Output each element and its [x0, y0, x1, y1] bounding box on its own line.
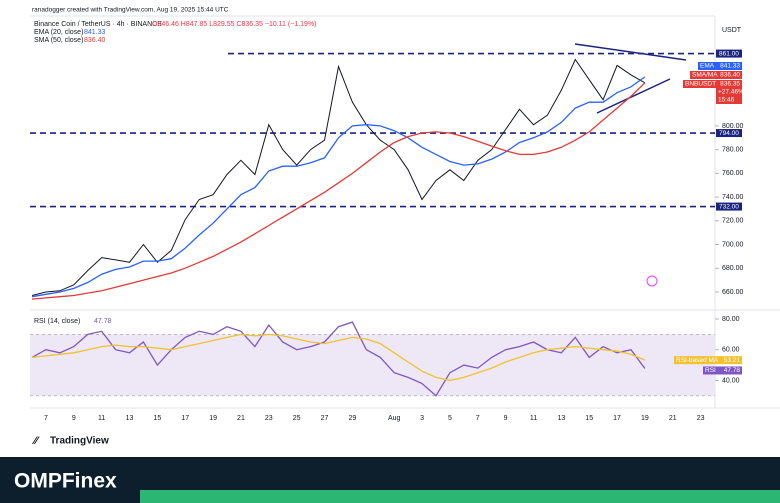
x-tick-label: 11: [98, 415, 105, 422]
x-tick-label: 23: [697, 415, 705, 422]
x-tick-label: 5: [448, 415, 452, 422]
y-tick-label: 760.00: [722, 170, 744, 177]
x-tick-label: 25: [293, 415, 301, 422]
level-tag-label: 732.00: [719, 203, 739, 210]
x-tick-label: 3: [420, 415, 424, 422]
x-tick-label: 17: [181, 415, 189, 422]
tv-logo-mark: ⁄⁄: [31, 435, 40, 447]
x-tick-label: 13: [557, 415, 565, 422]
level-tag: [716, 202, 742, 211]
banner-logo: OMPFinex: [14, 470, 117, 493]
price-tag-label: RSI-based MA: [676, 357, 719, 364]
trendline: [596, 78, 671, 114]
event-icon: [646, 275, 658, 287]
price-tag: [690, 71, 742, 79]
x-tick-label: 19: [641, 415, 649, 422]
y-tick-label: 740.00: [722, 194, 744, 201]
x-tick-label: 13: [126, 415, 134, 422]
legend-name: SMA (50, close): [34, 37, 83, 44]
x-tick-label: 29: [348, 415, 356, 422]
x-tick-label: 15: [153, 415, 161, 422]
x-tick-label: 9: [504, 415, 508, 422]
trendline: [574, 43, 687, 61]
price-tag: [683, 80, 742, 88]
x-tick-label: 11: [530, 415, 537, 422]
price-tag-label: SMA/MA: [692, 72, 718, 79]
rsi-band: [30, 334, 715, 396]
y-tick-label: 80.00: [722, 316, 740, 323]
legend-ohlc: O846.46 H847.85 L829.55 C836.35 −10.11 (…: [152, 21, 317, 28]
y-tick-label: 40.00: [722, 377, 740, 384]
price-tag-value: 47.78: [724, 367, 741, 374]
legend-value: 47.78: [94, 318, 112, 325]
y-tick-label: 700.00: [722, 241, 744, 248]
x-tick-label: 7: [44, 415, 48, 422]
x-tick-label: 27: [321, 415, 329, 422]
price-tag: [674, 356, 742, 365]
x-tick-label: 7: [476, 415, 480, 422]
legend-value: 836.40: [84, 37, 106, 44]
price-tag: [716, 88, 742, 96]
x-tick-label: 21: [669, 415, 677, 422]
series-line: [31, 321, 646, 397]
price-tag-value: 53.21: [724, 357, 741, 364]
price-tag-label: +27.46%: [718, 89, 744, 96]
level-tag-label: 794.00: [719, 130, 739, 137]
price-tag-value: 836.35: [720, 81, 740, 88]
level-tag-label: 861.00: [719, 50, 739, 57]
legend-title: RSI (14, close): [34, 318, 80, 325]
legend-name: EMA (20, close): [34, 29, 83, 36]
legend-value: 841.33: [84, 29, 106, 36]
series-line: [31, 76, 646, 298]
x-tick-label: 21: [237, 415, 245, 422]
x-tick-label: 9: [72, 415, 76, 422]
y-tick-label: 60.00: [722, 347, 740, 354]
y-tick-label: 780.00: [722, 146, 744, 153]
price-tag-label: 15:46: [718, 97, 735, 104]
legend-title: Binance Coin / TetherUS · 4h · BINANCE: [34, 21, 162, 28]
x-tick-label: 17: [613, 415, 621, 422]
axis-unit: USDT: [722, 27, 742, 34]
series-line: [31, 58, 646, 296]
level-tag: [716, 49, 742, 58]
price-tag: [703, 366, 742, 375]
y-tick-label: 680.00: [722, 265, 744, 272]
y-tick-label: 720.00: [722, 218, 744, 225]
price-tag: [716, 96, 742, 104]
series-line: [31, 333, 646, 382]
banner-accent: [140, 490, 780, 503]
credit: ranadogger created with TradingView.com,…: [32, 7, 229, 14]
y-tick-label: 800.00: [722, 123, 744, 130]
brand: TradingView: [50, 436, 109, 447]
price-tag-label: EMA: [700, 63, 715, 70]
level-tag: [716, 129, 742, 138]
price-tag: [698, 62, 742, 70]
price-tag-label: BNBUSDT: [685, 81, 716, 88]
price-tag-value: 841.33: [720, 63, 740, 70]
x-tick-label: Aug: [388, 415, 401, 422]
x-tick-label: 23: [265, 415, 273, 422]
series-line: [31, 82, 646, 300]
x-tick-label: 19: [209, 415, 217, 422]
x-tick-label: 15: [585, 415, 593, 422]
price-tag-value: 836.40: [720, 72, 740, 79]
price-tag-label: RSI: [705, 367, 716, 374]
y-tick-label: 660.00: [722, 289, 744, 296]
